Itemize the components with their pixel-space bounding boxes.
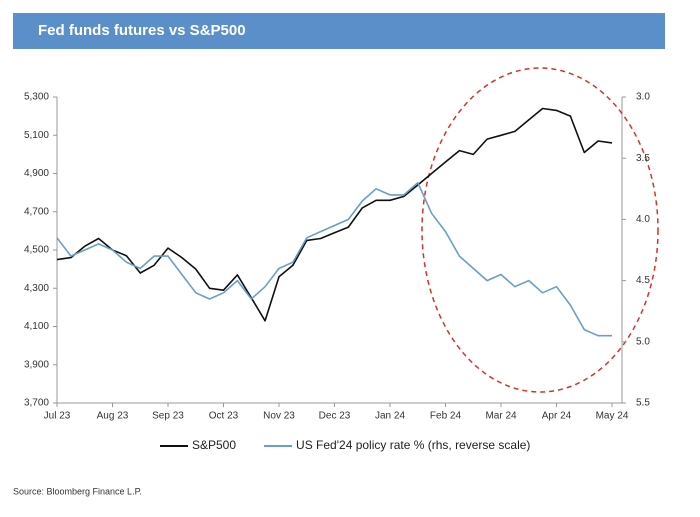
- y2-tick-label: 3.0: [636, 92, 650, 103]
- y2-tick-label: 4.0: [636, 214, 650, 225]
- x-tick-label: Jan 24: [375, 411, 405, 422]
- highlight-ellipse: [421, 67, 659, 393]
- legend-label: S&P500: [192, 438, 236, 452]
- header-bar: [13, 13, 665, 49]
- y-tick-label: 4,100: [24, 321, 49, 332]
- y-tick-label: 5,300: [24, 92, 49, 103]
- x-tick-label: May 24: [596, 411, 629, 422]
- y2-tick-label: 5.5: [636, 398, 650, 409]
- y-tick-label: 4,300: [24, 283, 49, 294]
- x-tick-label: Apr 24: [542, 411, 572, 422]
- y-tick-label: 4,700: [24, 206, 49, 217]
- y2-tick-label: 5.0: [636, 336, 650, 347]
- source-note: Source: Bloomberg Finance L.P.: [13, 486, 142, 496]
- x-tick-label: Feb 24: [430, 411, 462, 422]
- x-tick-label: Dec 23: [319, 411, 351, 422]
- legend-label: US Fed'24 policy rate % (rhs, reverse sc…: [296, 438, 530, 452]
- y2-tick-label: 4.5: [636, 275, 650, 286]
- x-tick-label: Mar 24: [485, 411, 517, 422]
- x-tick-label: Sep 23: [152, 411, 184, 422]
- series-line: [56, 181, 612, 337]
- x-tick-label: Nov 23: [263, 411, 295, 422]
- chart-title: Fed funds futures vs S&P500: [38, 22, 246, 39]
- y-tick-label: 4,500: [24, 245, 49, 256]
- y-tick-label: 3,900: [24, 359, 49, 370]
- y-tick-label: 3,700: [24, 398, 49, 409]
- x-tick-label: Oct 23: [209, 411, 239, 422]
- y-tick-label: 5,100: [24, 130, 49, 141]
- x-tick-label: Jul 23: [44, 411, 71, 422]
- x-tick-label: Aug 23: [97, 411, 129, 422]
- y-tick-label: 4,900: [24, 168, 49, 179]
- y2-tick-label: 3.5: [636, 153, 650, 164]
- series-line: [56, 107, 613, 322]
